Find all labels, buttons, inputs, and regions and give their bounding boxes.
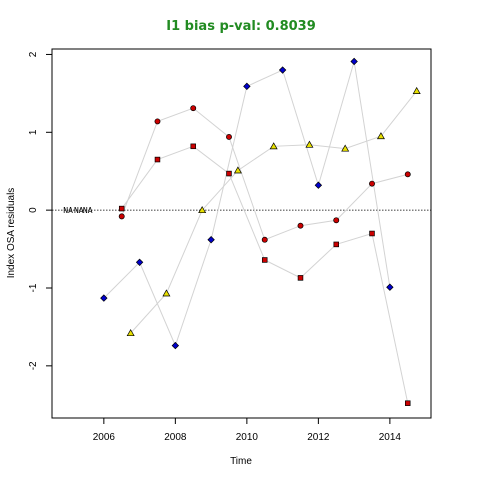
point-square (297, 275, 304, 281)
point-circle (261, 236, 268, 243)
point-triangle (233, 166, 242, 174)
point-square (226, 170, 232, 177)
x-axis: 2006 2008 2010 2012 2014 (93, 417, 402, 443)
point-diamond (278, 66, 287, 74)
point-circle (226, 134, 232, 140)
point-triangle (162, 289, 171, 297)
x-tick-label: 2014 (379, 432, 402, 443)
point-square (405, 400, 411, 406)
point-square (190, 143, 196, 150)
y-axis: -2 -1 0 1 2 (28, 51, 53, 370)
point-square (118, 205, 125, 212)
point-square (261, 257, 268, 263)
point-circle (154, 118, 161, 125)
point-triangle (341, 144, 350, 152)
point-circle (190, 105, 197, 112)
na-labels: NA NA NA (63, 206, 92, 215)
y-tick-label: -2 (28, 361, 39, 370)
point-diamond (100, 294, 108, 302)
point-triangle (376, 132, 385, 140)
na-label: NA (63, 206, 73, 215)
point-triangle (305, 140, 314, 148)
y-axis-label: Index OSA residuals (6, 188, 17, 279)
point-circle (297, 222, 304, 229)
series-line-triangle (130, 90, 418, 334)
point-diamond (243, 82, 251, 91)
point-diamond (171, 341, 180, 350)
x-tick-label: 2006 (93, 432, 116, 443)
point-diamond (350, 57, 358, 66)
y-tick-label: 1 (28, 129, 39, 135)
point-square (333, 241, 340, 248)
point-diamond (207, 236, 215, 244)
point-diamond (135, 258, 144, 266)
point-circle (118, 213, 125, 220)
y-tick-label: 0 (28, 207, 39, 213)
point-circle (333, 217, 340, 224)
y-tick-label: -1 (28, 283, 39, 292)
point-triangle (198, 206, 207, 214)
point-triangle (412, 86, 421, 94)
y-tick-label: 2 (28, 51, 39, 57)
x-tick-label: 2008 (164, 432, 187, 443)
point-circle (369, 180, 375, 187)
point-circle (404, 171, 411, 178)
x-axis-label: Time (230, 456, 252, 467)
data-points (100, 57, 421, 406)
x-tick-label: 2012 (307, 432, 330, 443)
series-line-diamond (103, 61, 391, 347)
point-triangle (126, 329, 135, 337)
point-diamond (386, 283, 394, 291)
na-label: NA (74, 206, 84, 215)
x-tick-label: 2010 (236, 432, 259, 443)
point-diamond (314, 181, 323, 189)
point-triangle (269, 142, 278, 150)
point-square (369, 230, 375, 237)
series-line-square (121, 145, 409, 404)
chart-title: I1 bias p-val: 0.8039 (166, 19, 316, 34)
na-label: NA (83, 206, 93, 215)
point-square (154, 156, 161, 163)
